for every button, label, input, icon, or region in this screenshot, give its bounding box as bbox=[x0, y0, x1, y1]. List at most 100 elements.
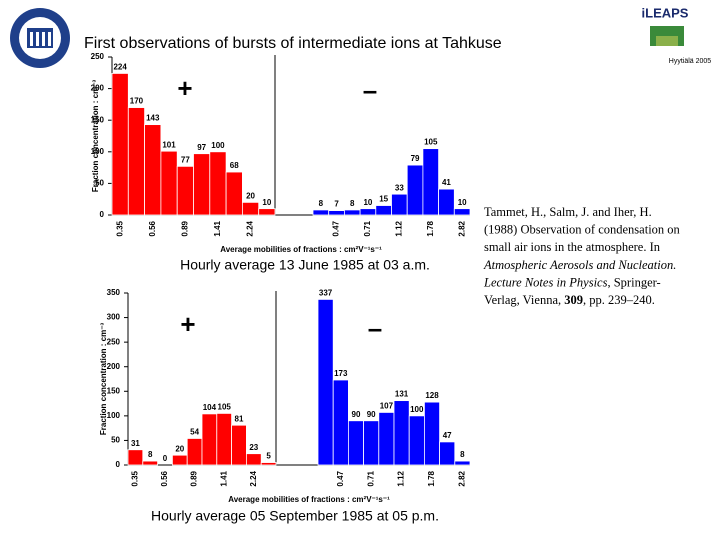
bar bbox=[193, 153, 211, 216]
y-tick-label: 200 bbox=[107, 362, 121, 371]
bar bbox=[127, 449, 144, 466]
bar bbox=[260, 462, 277, 466]
x-tick-label: 0.35 bbox=[115, 220, 124, 236]
x-tick-label: 1.12 bbox=[397, 470, 406, 486]
x-tick-label: 1.78 bbox=[427, 470, 436, 486]
bar bbox=[317, 298, 334, 466]
value-label: 8 bbox=[460, 450, 465, 459]
value-label: 107 bbox=[380, 402, 394, 411]
y-tick-label: 150 bbox=[107, 386, 121, 395]
legend-sign: – bbox=[368, 313, 382, 343]
value-label: 8 bbox=[350, 199, 355, 208]
bar bbox=[422, 148, 439, 216]
citation-line: Tammet, H., Salm, J. and Iher, H. bbox=[484, 205, 652, 219]
logo-place: Hyytiälä 2005 bbox=[669, 58, 712, 65]
y-tick-label: 350 bbox=[107, 288, 121, 297]
y-tick-label: 200 bbox=[91, 84, 105, 93]
x-tick-label: 0.71 bbox=[366, 470, 375, 486]
bar bbox=[231, 424, 247, 466]
y-axis-label: Fraction concentration : cm⁻³ bbox=[91, 80, 100, 193]
bar bbox=[176, 165, 194, 216]
ileaps-logo: iLEAPS Hyytiälä 2005 bbox=[642, 5, 712, 64]
slide-title: First observations of bursts of intermed… bbox=[84, 35, 502, 52]
value-label: 7 bbox=[334, 200, 339, 209]
legend-sign: + bbox=[180, 309, 195, 339]
value-label: 10 bbox=[363, 198, 372, 207]
value-label: 33 bbox=[395, 183, 404, 192]
bar bbox=[201, 413, 218, 466]
legend-sign: – bbox=[363, 75, 377, 105]
bar bbox=[347, 420, 364, 466]
citation-line: small air ions in the atmosphere. In bbox=[484, 240, 661, 254]
x-tick-label: 0.89 bbox=[190, 470, 199, 486]
y-tick-label: 300 bbox=[107, 313, 121, 322]
x-tick-label: 2.24 bbox=[246, 220, 255, 236]
value-label: 100 bbox=[211, 141, 225, 150]
value-label: 105 bbox=[424, 138, 438, 147]
legend-sign: + bbox=[177, 73, 192, 103]
bar bbox=[454, 460, 471, 466]
value-label: 90 bbox=[352, 410, 361, 419]
y-tick-label: 250 bbox=[91, 52, 105, 61]
x-tick-label: 2.24 bbox=[249, 470, 258, 486]
bar bbox=[359, 208, 377, 216]
university-logo bbox=[10, 8, 70, 68]
value-label: 337 bbox=[319, 288, 333, 297]
x-tick-label: 0.47 bbox=[332, 220, 341, 236]
value-label: 104 bbox=[203, 403, 217, 412]
bar bbox=[408, 415, 425, 466]
y-tick-label: 100 bbox=[107, 411, 121, 420]
x-tick-label: 0.89 bbox=[180, 220, 189, 236]
x-tick-label: 1.41 bbox=[219, 470, 228, 486]
value-label: 31 bbox=[131, 439, 140, 448]
citation-segment: , pp. 239–240. bbox=[583, 293, 655, 307]
caption: Hourly average 13 June 1985 at 03 a.m. bbox=[180, 257, 430, 273]
bar bbox=[171, 454, 188, 466]
bar bbox=[241, 201, 260, 216]
bar bbox=[186, 438, 203, 466]
y-tick-label: 0 bbox=[100, 210, 105, 219]
citation-segment: Verlag, Vienna, bbox=[484, 293, 564, 307]
bar bbox=[438, 188, 455, 216]
value-label: 8 bbox=[148, 450, 153, 459]
x-tick-label: 2.82 bbox=[457, 220, 466, 236]
value-label: 41 bbox=[442, 178, 451, 187]
bar bbox=[439, 441, 456, 466]
citation-segment: Tammet, H., Salm, J. and Iher, H. bbox=[484, 205, 652, 219]
bar bbox=[453, 208, 471, 216]
x-tick-label: 1.41 bbox=[213, 220, 222, 236]
value-label: 68 bbox=[230, 161, 239, 170]
value-label: 90 bbox=[367, 410, 376, 419]
bar bbox=[127, 107, 146, 216]
bar bbox=[343, 209, 361, 216]
value-label: 8 bbox=[319, 199, 324, 208]
x-tick-label: 1.78 bbox=[426, 220, 435, 236]
value-label: 15 bbox=[379, 195, 388, 204]
y-tick-label: 50 bbox=[111, 436, 120, 445]
bar bbox=[245, 453, 262, 466]
citation-line: Atmospheric Aerosols and Nucleation. bbox=[483, 258, 676, 272]
value-label: 54 bbox=[190, 428, 199, 437]
value-label: 101 bbox=[162, 140, 176, 149]
value-label: 10 bbox=[458, 198, 467, 207]
value-label: 0 bbox=[163, 454, 168, 463]
bar bbox=[328, 210, 345, 216]
x-tick-label: 0.56 bbox=[148, 220, 157, 236]
value-label: 5 bbox=[266, 452, 271, 461]
y-tick-label: 100 bbox=[91, 147, 105, 156]
citation-segment: Lecture Notes in Physics bbox=[483, 275, 608, 289]
bar bbox=[312, 209, 330, 216]
x-tick-label: 0.56 bbox=[160, 470, 169, 486]
bar bbox=[144, 124, 162, 216]
value-label: 105 bbox=[218, 403, 232, 412]
citation: Tammet, H., Salm, J. and Iher, H. (1988) … bbox=[483, 205, 681, 307]
value-label: 100 bbox=[410, 405, 424, 414]
value-label: 128 bbox=[425, 391, 439, 400]
value-label: 143 bbox=[146, 114, 160, 123]
value-label: 20 bbox=[246, 191, 255, 200]
y-tick-label: 250 bbox=[107, 337, 121, 346]
x-axis-label: Average mobilities of fractions : cm²V⁻¹… bbox=[220, 245, 382, 254]
value-label: 81 bbox=[235, 414, 244, 423]
